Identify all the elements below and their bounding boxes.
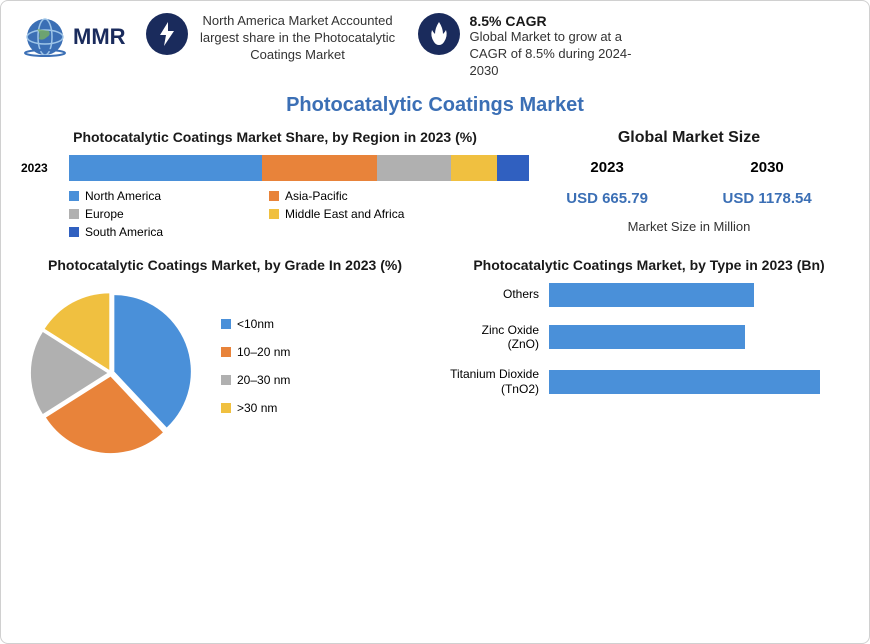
cagr-title: 8.5% CAGR (470, 13, 650, 29)
type-section: Photocatalytic Coatings Market, by Type … (449, 257, 849, 463)
ms-val-1: USD 665.79 (566, 190, 648, 207)
legend-item: 10–20 nm (221, 345, 290, 359)
type-row: Zinc Oxide (ZnO) (449, 323, 849, 352)
legend-swatch (69, 209, 79, 219)
legend-item: Middle East and Africa (269, 207, 449, 221)
legend-swatch (221, 319, 231, 329)
type-bar (549, 325, 745, 349)
legend-label: 10–20 nm (237, 345, 290, 359)
legend-item: North America (69, 189, 249, 203)
legend-item: South America (69, 225, 249, 239)
grade-section: Photocatalytic Coatings Market, by Grade… (21, 257, 429, 463)
pie-chart (21, 283, 201, 463)
type-bars: Others Zinc Oxide (ZnO) Titanium Dioxide (… (449, 283, 849, 397)
flame-icon (418, 13, 460, 55)
stacked-bar (69, 155, 529, 181)
badge-cagr-content: 8.5% CAGR Global Market to grow at a CAG… (470, 13, 650, 80)
content-row: Photocatalytic Coatings Market Share, by… (1, 129, 869, 245)
type-bar (549, 370, 820, 394)
type-label: Zinc Oxide (ZnO) (449, 323, 549, 352)
legend-item: >30 nm (221, 401, 290, 415)
ms-val-2: USD 1178.54 (722, 190, 811, 207)
legend-swatch (69, 191, 79, 201)
legend-swatch (69, 227, 79, 237)
badge-cagr: 8.5% CAGR Global Market to grow at a CAG… (418, 13, 650, 80)
bolt-icon (146, 13, 188, 55)
market-size-col-2: 2030 USD 1178.54 (722, 159, 811, 207)
legend-label: Europe (85, 207, 124, 221)
globe-icon (21, 13, 69, 61)
type-row: Others (449, 283, 849, 307)
type-row: Titanium Dioxide (TnO2) (449, 367, 849, 396)
logo-text: MMR (73, 24, 126, 50)
ms-year-1: 2023 (566, 159, 648, 176)
region-title: Photocatalytic Coatings Market Share, by… (21, 129, 529, 145)
logo: MMR (21, 13, 126, 61)
ms-year-2: 2030 (722, 159, 811, 176)
legend-label: >30 nm (237, 401, 277, 415)
stacked-chart: 2023 North America Asia-Pacific Europe Midd… (21, 155, 529, 239)
legend-swatch (269, 191, 279, 201)
legend-item: <10nm (221, 317, 290, 331)
grade-title: Photocatalytic Coatings Market, by Grade… (21, 257, 429, 273)
type-label: Titanium Dioxide (TnO2) (449, 367, 549, 396)
type-label: Others (449, 287, 549, 301)
pie-legend: <10nm 10–20 nm 20–30 nm >30 nm (221, 317, 290, 429)
legend-swatch (221, 375, 231, 385)
legend-label: South America (85, 225, 163, 239)
stacked-seg (377, 155, 451, 181)
type-bar (549, 283, 754, 307)
type-title: Photocatalytic Coatings Market, by Type … (449, 257, 849, 273)
stacked-seg (69, 155, 262, 181)
stacked-legend: North America Asia-Pacific Europe Middle Ea… (21, 189, 529, 239)
stacked-seg (497, 155, 529, 181)
legend-swatch (221, 347, 231, 357)
legend-swatch (269, 209, 279, 219)
legend-label: Asia-Pacific (285, 189, 348, 203)
legend-label: <10nm (237, 317, 274, 331)
legend-label: 20–30 nm (237, 373, 290, 387)
badge-region: North America Market Accounted largest s… (146, 13, 398, 64)
header: MMR North America Market Accounted large… (1, 1, 869, 88)
market-size-col-1: 2023 USD 665.79 (566, 159, 648, 207)
market-size-caption: Market Size in Million (529, 219, 849, 234)
legend-swatch (221, 403, 231, 413)
market-size-title: Global Market Size (529, 129, 849, 147)
legend-item: 20–30 nm (221, 373, 290, 387)
stacked-seg (451, 155, 497, 181)
stacked-seg (262, 155, 377, 181)
legend-item: Europe (69, 207, 249, 221)
market-size-cols: 2023 USD 665.79 2030 USD 1178.54 (529, 159, 849, 207)
legend-label: Middle East and Africa (285, 207, 404, 221)
legend-label: North America (85, 189, 161, 203)
badge-region-text: North America Market Accounted largest s… (198, 13, 398, 64)
stacked-year: 2023 (21, 161, 61, 175)
main-title: Photocatalytic Coatings Market (1, 94, 869, 117)
region-share-section: Photocatalytic Coatings Market Share, by… (21, 129, 529, 245)
bottom-row: Photocatalytic Coatings Market, by Grade… (1, 245, 869, 463)
legend-item: Asia-Pacific (269, 189, 449, 203)
market-size-section: Global Market Size 2023 USD 665.79 2030 … (529, 129, 849, 245)
cagr-text: Global Market to grow at a CAGR of 8.5% … (470, 29, 650, 80)
